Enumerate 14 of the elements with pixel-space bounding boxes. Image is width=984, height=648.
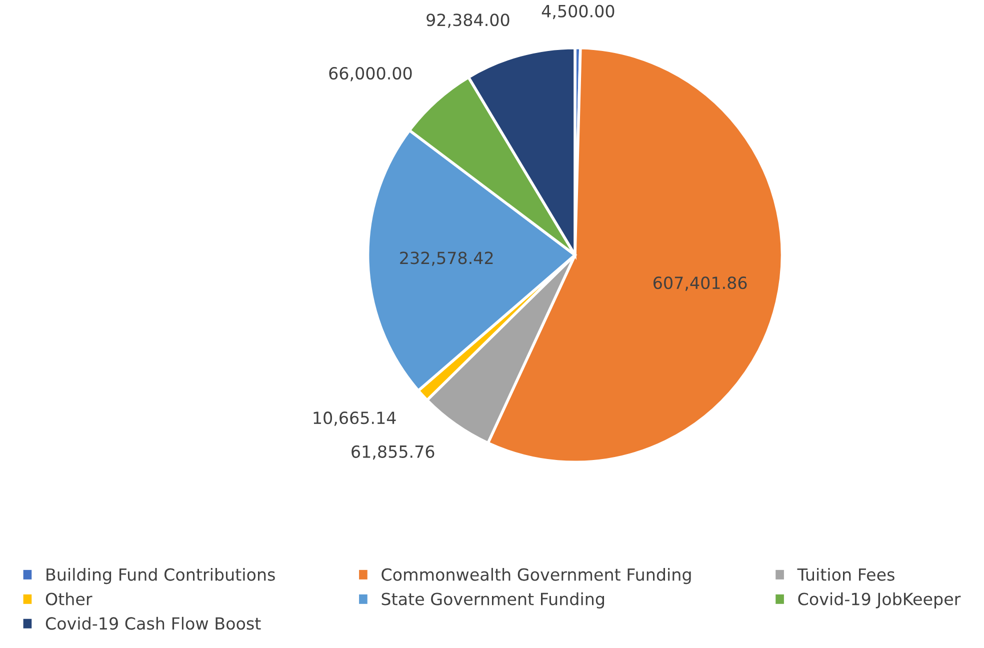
legend-label: Tuition Fees [797,568,894,581]
legend-label: State Government Funding [382,592,604,609]
data-label: 4,500.00 [542,4,614,20]
legend-label: Commonwealth Government Funding [382,568,691,584]
data-label: 92,384.00 [426,14,510,28]
legend-label: Covid-19 JobKeeper [798,592,961,609]
data-label: 10,665.14 [314,412,396,426]
legend-label: Building Fund Contributions [46,568,275,584]
data-label: 66,000.00 [329,67,412,82]
legend-label: Covid-19 Cash Flow Boost [46,616,261,630]
legend-label: Other [46,592,92,606]
data-label: 232,578.42 [400,252,493,266]
data-label: 61,855.76 [352,445,434,460]
data-label: 607,401.86 [654,276,747,291]
